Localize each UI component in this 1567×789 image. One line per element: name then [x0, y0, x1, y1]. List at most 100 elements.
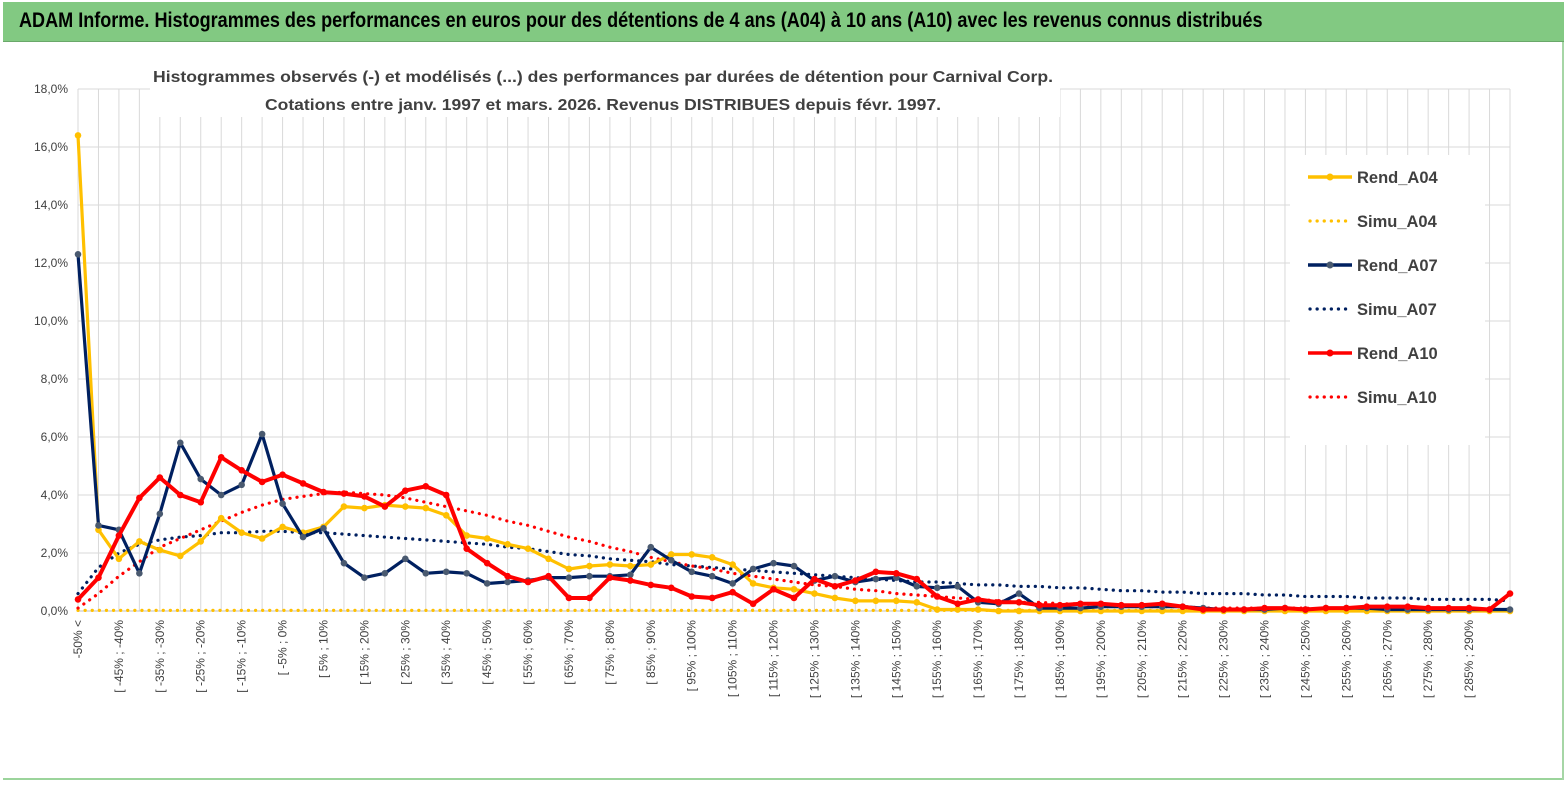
- data-point: [197, 538, 205, 545]
- x-tick-label: [ 25% ; 30%: [398, 620, 412, 685]
- legend-label: Rend_A04: [1357, 169, 1439, 187]
- data-point: [136, 494, 143, 502]
- y-tick-label: 4,0%: [41, 488, 69, 502]
- data-point: [1077, 600, 1084, 608]
- data-point: [565, 565, 573, 573]
- data-point: [442, 491, 450, 499]
- data-point: [1036, 601, 1043, 609]
- data-point: [1015, 599, 1023, 606]
- data-point: [545, 555, 552, 563]
- data-point: [688, 568, 696, 576]
- data-point: [504, 578, 511, 586]
- data-point: [463, 545, 470, 552]
- data-point: [974, 606, 982, 613]
- data-point: [1302, 606, 1309, 613]
- data-point: [913, 575, 921, 583]
- data-point: [749, 565, 757, 573]
- legend-label: Simu_A04: [1357, 213, 1438, 231]
- data-point: [729, 580, 736, 587]
- data-point: [1015, 590, 1023, 597]
- legend-marker: [1326, 173, 1334, 181]
- x-tick-label: [ 155% ; 160%: [930, 620, 944, 698]
- data-point: [217, 514, 225, 522]
- x-tick-label: [ -45% ; -40%: [112, 620, 126, 693]
- data-point: [1486, 606, 1493, 613]
- data-point: [176, 552, 184, 560]
- data-point: [74, 251, 82, 258]
- data-point: [831, 594, 839, 602]
- x-tick-label: [ 185% ; 190%: [1053, 620, 1067, 698]
- data-point: [483, 535, 491, 542]
- data-point: [1404, 603, 1412, 610]
- y-tick-label: 18,0%: [34, 82, 68, 96]
- x-tick-label: -50% <: [71, 620, 85, 658]
- data-point: [627, 577, 634, 584]
- x-tick-label: [ 255% ; 260%: [1339, 620, 1353, 698]
- y-tick-label: 2,0%: [41, 546, 69, 560]
- x-tick-label: [ 205% ; 210%: [1135, 620, 1149, 698]
- y-tick-label: 14,0%: [34, 198, 68, 212]
- data-point: [872, 575, 880, 583]
- x-tick-label: [ 135% ; 140%: [848, 620, 862, 698]
- data-point: [258, 478, 266, 486]
- data-point: [1383, 603, 1391, 610]
- data-point: [279, 471, 286, 479]
- data-point: [565, 574, 573, 581]
- data-point: [176, 439, 184, 447]
- data-point: [627, 571, 634, 579]
- data-point: [136, 538, 143, 545]
- data-point: [1424, 604, 1432, 612]
- data-point: [340, 490, 348, 497]
- data-point: [954, 583, 961, 590]
- chart-title: Histogrammes observés (-) et modélisés (…: [153, 69, 1053, 86]
- x-tick-label: [ -15% ; -10%: [235, 620, 249, 693]
- data-point: [688, 593, 696, 600]
- data-point: [1138, 601, 1146, 609]
- data-point: [688, 551, 696, 558]
- y-tick-label: 6,0%: [41, 430, 69, 444]
- data-point: [892, 597, 900, 605]
- y-tick-label: 8,0%: [41, 372, 69, 386]
- data-point: [667, 551, 675, 558]
- x-tick-label: [ 235% ; 240%: [1258, 620, 1272, 698]
- x-tick-label: [ 5% ; 10%: [316, 620, 330, 678]
- data-point: [749, 600, 757, 608]
- data-point: [442, 512, 450, 519]
- data-point: [340, 559, 348, 567]
- data-point: [1056, 601, 1064, 609]
- data-point: [1261, 604, 1268, 612]
- x-tick-label: [ 45% ; 50%: [480, 620, 494, 685]
- frame-right-border: [1562, 42, 1564, 780]
- data-point: [136, 570, 143, 577]
- x-tick-label: [ 15% ; 20%: [357, 620, 371, 685]
- data-point: [279, 523, 286, 531]
- data-point: [156, 546, 164, 554]
- data-point: [790, 594, 798, 602]
- data-point: [872, 568, 880, 576]
- data-point: [156, 510, 164, 518]
- y-tick-label: 12,0%: [34, 256, 68, 270]
- data-point: [340, 503, 348, 510]
- legend-item-Rend_A07: Rend_A07: [1308, 257, 1438, 275]
- x-tick-label: [ 115% ; 120%: [767, 620, 781, 697]
- data-point: [1445, 604, 1452, 612]
- data-point: [238, 467, 245, 474]
- x-tick-label: [ 105% ; 110%: [726, 620, 740, 697]
- data-point: [1240, 606, 1248, 613]
- data-point: [1281, 604, 1289, 612]
- data-point: [1363, 603, 1371, 610]
- legend-background: [1290, 155, 1485, 445]
- data-point: [299, 533, 307, 541]
- data-point: [1465, 604, 1473, 612]
- data-point: [381, 570, 389, 577]
- y-axis: 0,0% 2,0% 4,0% 6,0% 8,0% 10,0% 12,0% 14,0% 16,0%…: [34, 82, 68, 618]
- data-point: [504, 572, 511, 580]
- y-tick-label: 10,0%: [34, 314, 68, 328]
- data-point: [933, 584, 941, 592]
- x-axis: -50% < [ -45% ; -40% [ -35% ; -30% [ -25% ;…: [71, 620, 1476, 698]
- data-point: [627, 562, 634, 570]
- data-point: [770, 559, 777, 567]
- data-point: [667, 584, 675, 592]
- data-point: [1506, 606, 1514, 613]
- data-point: [238, 529, 245, 536]
